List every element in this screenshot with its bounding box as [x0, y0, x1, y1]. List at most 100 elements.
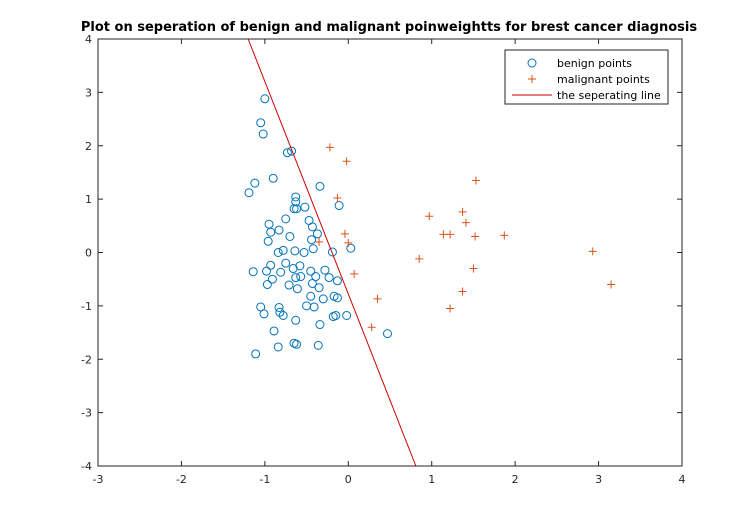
benign-point	[309, 302, 319, 312]
benign-point	[262, 266, 272, 276]
benign-point	[248, 267, 258, 277]
benign-point	[306, 266, 316, 276]
marks-layer	[244, 38, 616, 467]
benign-point	[282, 148, 292, 158]
malignant-point	[325, 143, 334, 152]
benign-point	[342, 310, 352, 320]
benign-point	[273, 342, 283, 352]
benign-point	[266, 260, 276, 270]
chart-title: Plot on seperation of benign and maligna…	[81, 20, 697, 35]
benign-point	[315, 320, 325, 330]
malignant-point	[315, 237, 324, 246]
benign-point	[291, 273, 301, 283]
benign-point	[267, 274, 277, 284]
benign-point	[295, 261, 305, 271]
benign-point	[281, 258, 291, 268]
legend-benign-symbol	[527, 58, 537, 68]
benign-point	[292, 339, 302, 349]
malignant-point	[607, 280, 616, 289]
benign-point	[312, 229, 322, 239]
series-line	[247, 38, 417, 467]
benign-point	[262, 280, 272, 290]
benign-point	[332, 276, 342, 286]
malignant-point	[340, 229, 349, 238]
benign-point	[284, 280, 294, 290]
benign-point	[285, 231, 295, 241]
benign-point	[315, 181, 325, 191]
legend-label: benign points	[557, 57, 632, 70]
benign-point	[287, 146, 297, 156]
malignant-point	[458, 207, 467, 216]
malignant-point	[500, 231, 509, 240]
x-tick-label: -3	[93, 473, 104, 486]
benign-point	[382, 329, 392, 339]
malignant-point	[446, 230, 455, 239]
benign-point	[263, 236, 273, 246]
benign-point	[299, 248, 309, 257]
legend-label: the seperating line	[557, 89, 661, 102]
malignant-point	[350, 269, 359, 278]
x-tick-label: 4	[679, 473, 686, 486]
x-tick-label: -1	[259, 473, 270, 486]
malignant-point	[469, 264, 478, 273]
malignant-point	[439, 230, 448, 239]
y-tick-label: 3	[85, 86, 92, 99]
y-tick-label: 1	[85, 193, 92, 206]
legend: benign points malignant points the seperat…	[504, 49, 669, 105]
benign-point	[314, 283, 324, 293]
malignant-point	[471, 232, 480, 241]
legend-malignant-symbol	[528, 75, 536, 83]
benign-point	[244, 188, 254, 198]
malignant-point	[458, 287, 467, 296]
malignant-point	[342, 157, 351, 166]
benign-point	[346, 243, 356, 253]
malignant-point	[373, 294, 382, 303]
benign-point	[274, 302, 284, 312]
y-tick-label: -4	[81, 460, 92, 473]
benign-point	[278, 245, 288, 255]
benign-point	[328, 312, 338, 322]
benign-point	[307, 235, 317, 245]
benign-point	[278, 310, 288, 320]
malignant-point	[461, 218, 470, 227]
benign-point	[308, 244, 318, 254]
benign-point	[281, 214, 291, 224]
benign-point	[274, 225, 284, 235]
benign-point	[268, 173, 278, 183]
series-circle	[244, 94, 392, 359]
benign-point	[276, 267, 286, 277]
legend-label: malignant points	[557, 73, 650, 86]
benign-point	[320, 265, 330, 275]
plot-area	[98, 39, 682, 466]
series-plus	[315, 143, 616, 332]
benign-point	[300, 202, 310, 212]
benign-point	[332, 293, 342, 303]
benign-point	[307, 222, 317, 232]
y-tick-label: 4	[85, 33, 92, 46]
benign-point	[307, 278, 317, 288]
benign-point	[291, 192, 301, 202]
x-tick-label: -2	[176, 473, 187, 486]
benign-point	[258, 129, 268, 139]
benign-point	[260, 94, 270, 104]
benign-point	[291, 197, 301, 207]
malignant-point	[471, 176, 480, 185]
benign-point	[269, 326, 279, 336]
malignant-point	[333, 194, 342, 203]
benign-point	[296, 272, 306, 282]
benign-point	[292, 284, 302, 294]
benign-point	[306, 291, 316, 301]
benign-point	[250, 178, 260, 188]
x-tick-label: 0	[345, 473, 352, 486]
benign-point	[327, 247, 337, 257]
separating-line	[247, 38, 417, 467]
benign-point	[334, 201, 344, 211]
malignant-point	[446, 304, 455, 313]
malignant-point	[367, 323, 376, 332]
benign-point	[318, 294, 328, 304]
x-tick-label: 3	[595, 473, 602, 486]
y-tick-label: -2	[81, 353, 92, 366]
benign-point	[259, 309, 269, 319]
benign-point	[256, 118, 266, 128]
